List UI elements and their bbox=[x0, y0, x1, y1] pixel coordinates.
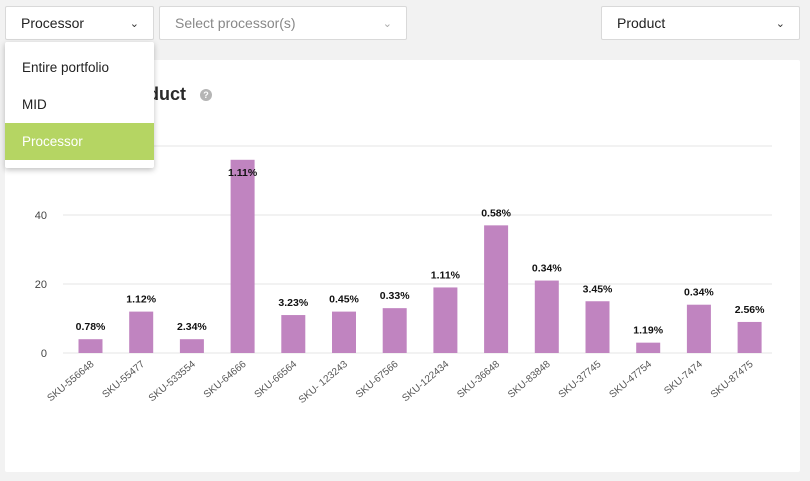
x-tick-label: SKU-64666 bbox=[202, 359, 249, 401]
data-label: 1.11% bbox=[228, 167, 258, 179]
data-label: 0.78% bbox=[76, 321, 106, 333]
product-dropdown-value: Product bbox=[617, 15, 666, 31]
bar[interactable] bbox=[686, 304, 711, 353]
question-icon[interactable]: ? bbox=[200, 89, 212, 101]
bar[interactable] bbox=[230, 159, 255, 353]
data-label: 3.23% bbox=[278, 297, 308, 309]
processor-select-input[interactable]: Select processor(s) ⌄ bbox=[159, 6, 407, 40]
x-tick-label: SKU-37745 bbox=[557, 359, 604, 401]
x-tick-label: SKU-36648 bbox=[455, 359, 502, 401]
processor-dropdown-value: Processor bbox=[21, 15, 85, 31]
data-label: 0.58% bbox=[481, 207, 511, 219]
data-label: 1.19% bbox=[633, 325, 663, 337]
x-tick-label: SKU-55477 bbox=[100, 359, 147, 401]
processor-select-placeholder: Select processor(s) bbox=[175, 15, 296, 31]
data-label: 0.33% bbox=[380, 290, 410, 302]
chevron-down-icon: ⌄ bbox=[129, 17, 139, 30]
y-tick-label: 20 bbox=[35, 279, 47, 291]
bar[interactable] bbox=[179, 339, 204, 353]
data-label: 0.45% bbox=[329, 294, 359, 306]
bar[interactable] bbox=[281, 315, 306, 353]
menu-item-entire-portfolio[interactable]: Entire portfolio bbox=[22, 60, 110, 75]
bar[interactable] bbox=[484, 225, 509, 353]
chevron-down-icon: ⌄ bbox=[382, 17, 392, 30]
bar[interactable] bbox=[129, 311, 154, 353]
y-tick-label: 0 bbox=[41, 348, 47, 360]
x-tick-label: SKU-7474 bbox=[662, 359, 705, 397]
x-tick-label: SKU-66564 bbox=[253, 359, 300, 401]
x-tick-label: SKU- 123243 bbox=[297, 359, 350, 406]
data-label: 0.34% bbox=[532, 263, 562, 275]
bar[interactable] bbox=[332, 311, 356, 353]
x-tick-label: SKU-67566 bbox=[354, 359, 401, 401]
x-tick-label: SKU-87475 bbox=[709, 359, 756, 401]
bar[interactable] bbox=[737, 321, 762, 353]
data-label: 1.12% bbox=[126, 294, 156, 306]
product-dropdown[interactable]: Product ⌄ bbox=[601, 6, 800, 40]
chevron-down-icon: ⌄ bbox=[775, 17, 785, 30]
processor-dropdown-menu: Entire portfolio MID Processor bbox=[5, 42, 154, 168]
menu-item-mid[interactable]: MID bbox=[22, 97, 47, 112]
data-label: 1.11% bbox=[431, 269, 461, 281]
data-label: 2.34% bbox=[177, 321, 207, 333]
bar[interactable] bbox=[636, 342, 661, 353]
data-label: 3.45% bbox=[583, 283, 613, 295]
bar[interactable] bbox=[433, 287, 458, 353]
bar[interactable] bbox=[78, 339, 103, 353]
processor-dropdown[interactable]: Processor ⌄ bbox=[5, 6, 154, 40]
bar[interactable] bbox=[585, 301, 610, 353]
bar[interactable] bbox=[534, 280, 559, 353]
x-tick-label: SKU-122434 bbox=[400, 359, 451, 405]
data-label: 2.56% bbox=[735, 304, 765, 316]
bar[interactable] bbox=[382, 308, 407, 353]
x-tick-label: SKU-83848 bbox=[506, 359, 553, 401]
menu-item-processor[interactable]: Processor bbox=[5, 123, 154, 160]
data-label: 0.34% bbox=[684, 287, 714, 299]
y-tick-label: 40 bbox=[35, 210, 47, 222]
x-tick-label: SKU-47754 bbox=[607, 359, 654, 401]
x-tick-label: SKU-556648 bbox=[45, 359, 96, 405]
card-title: duct bbox=[148, 84, 186, 104]
x-tick-label: SKU-533554 bbox=[147, 359, 198, 405]
